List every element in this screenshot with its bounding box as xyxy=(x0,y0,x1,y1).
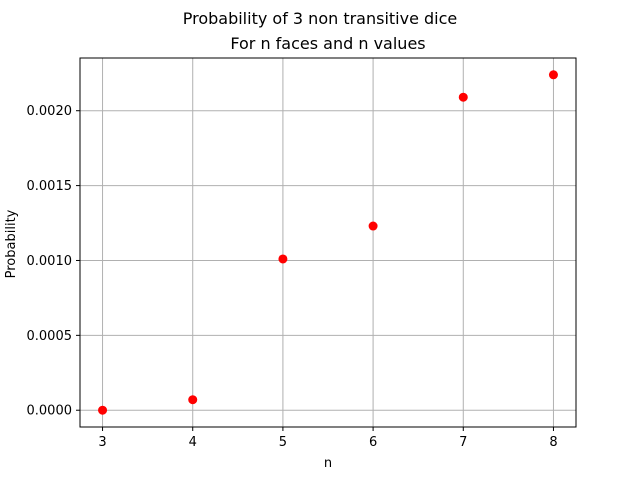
data-point xyxy=(278,254,288,264)
x-tick-label: 5 xyxy=(279,435,287,450)
grid xyxy=(80,58,576,427)
y-tick-label: 0.0010 xyxy=(27,254,73,269)
x-axis-label: n xyxy=(324,456,332,471)
y-tick-label: 0.0015 xyxy=(27,179,73,194)
data-points xyxy=(98,70,558,415)
tick-labels: 3 4 5 6 7 8 0.0000 0.0005 0.0010 0.0015 0.0020 xyxy=(27,104,558,450)
y-axis-label: Probability xyxy=(4,209,19,278)
axes xyxy=(76,57,577,431)
data-point xyxy=(368,221,378,231)
data-point xyxy=(188,395,198,405)
x-tick-label: 8 xyxy=(549,435,557,450)
x-tick-label: 6 xyxy=(369,435,377,450)
plot-frame xyxy=(79,57,577,428)
y-tick-label: 0.0005 xyxy=(27,329,73,344)
chart-subtitle: For n faces and n values xyxy=(230,34,425,53)
chart-title: Probability of 3 non transitive dice xyxy=(183,9,458,28)
data-point xyxy=(548,70,558,80)
x-tick-label: 3 xyxy=(98,435,106,450)
y-tick-label: 0.0020 xyxy=(27,104,73,119)
data-point xyxy=(98,405,108,415)
x-tick-label: 7 xyxy=(459,435,467,450)
y-tick-label: 0.0000 xyxy=(27,404,73,419)
data-point xyxy=(458,92,468,102)
x-tick-label: 4 xyxy=(189,435,197,450)
